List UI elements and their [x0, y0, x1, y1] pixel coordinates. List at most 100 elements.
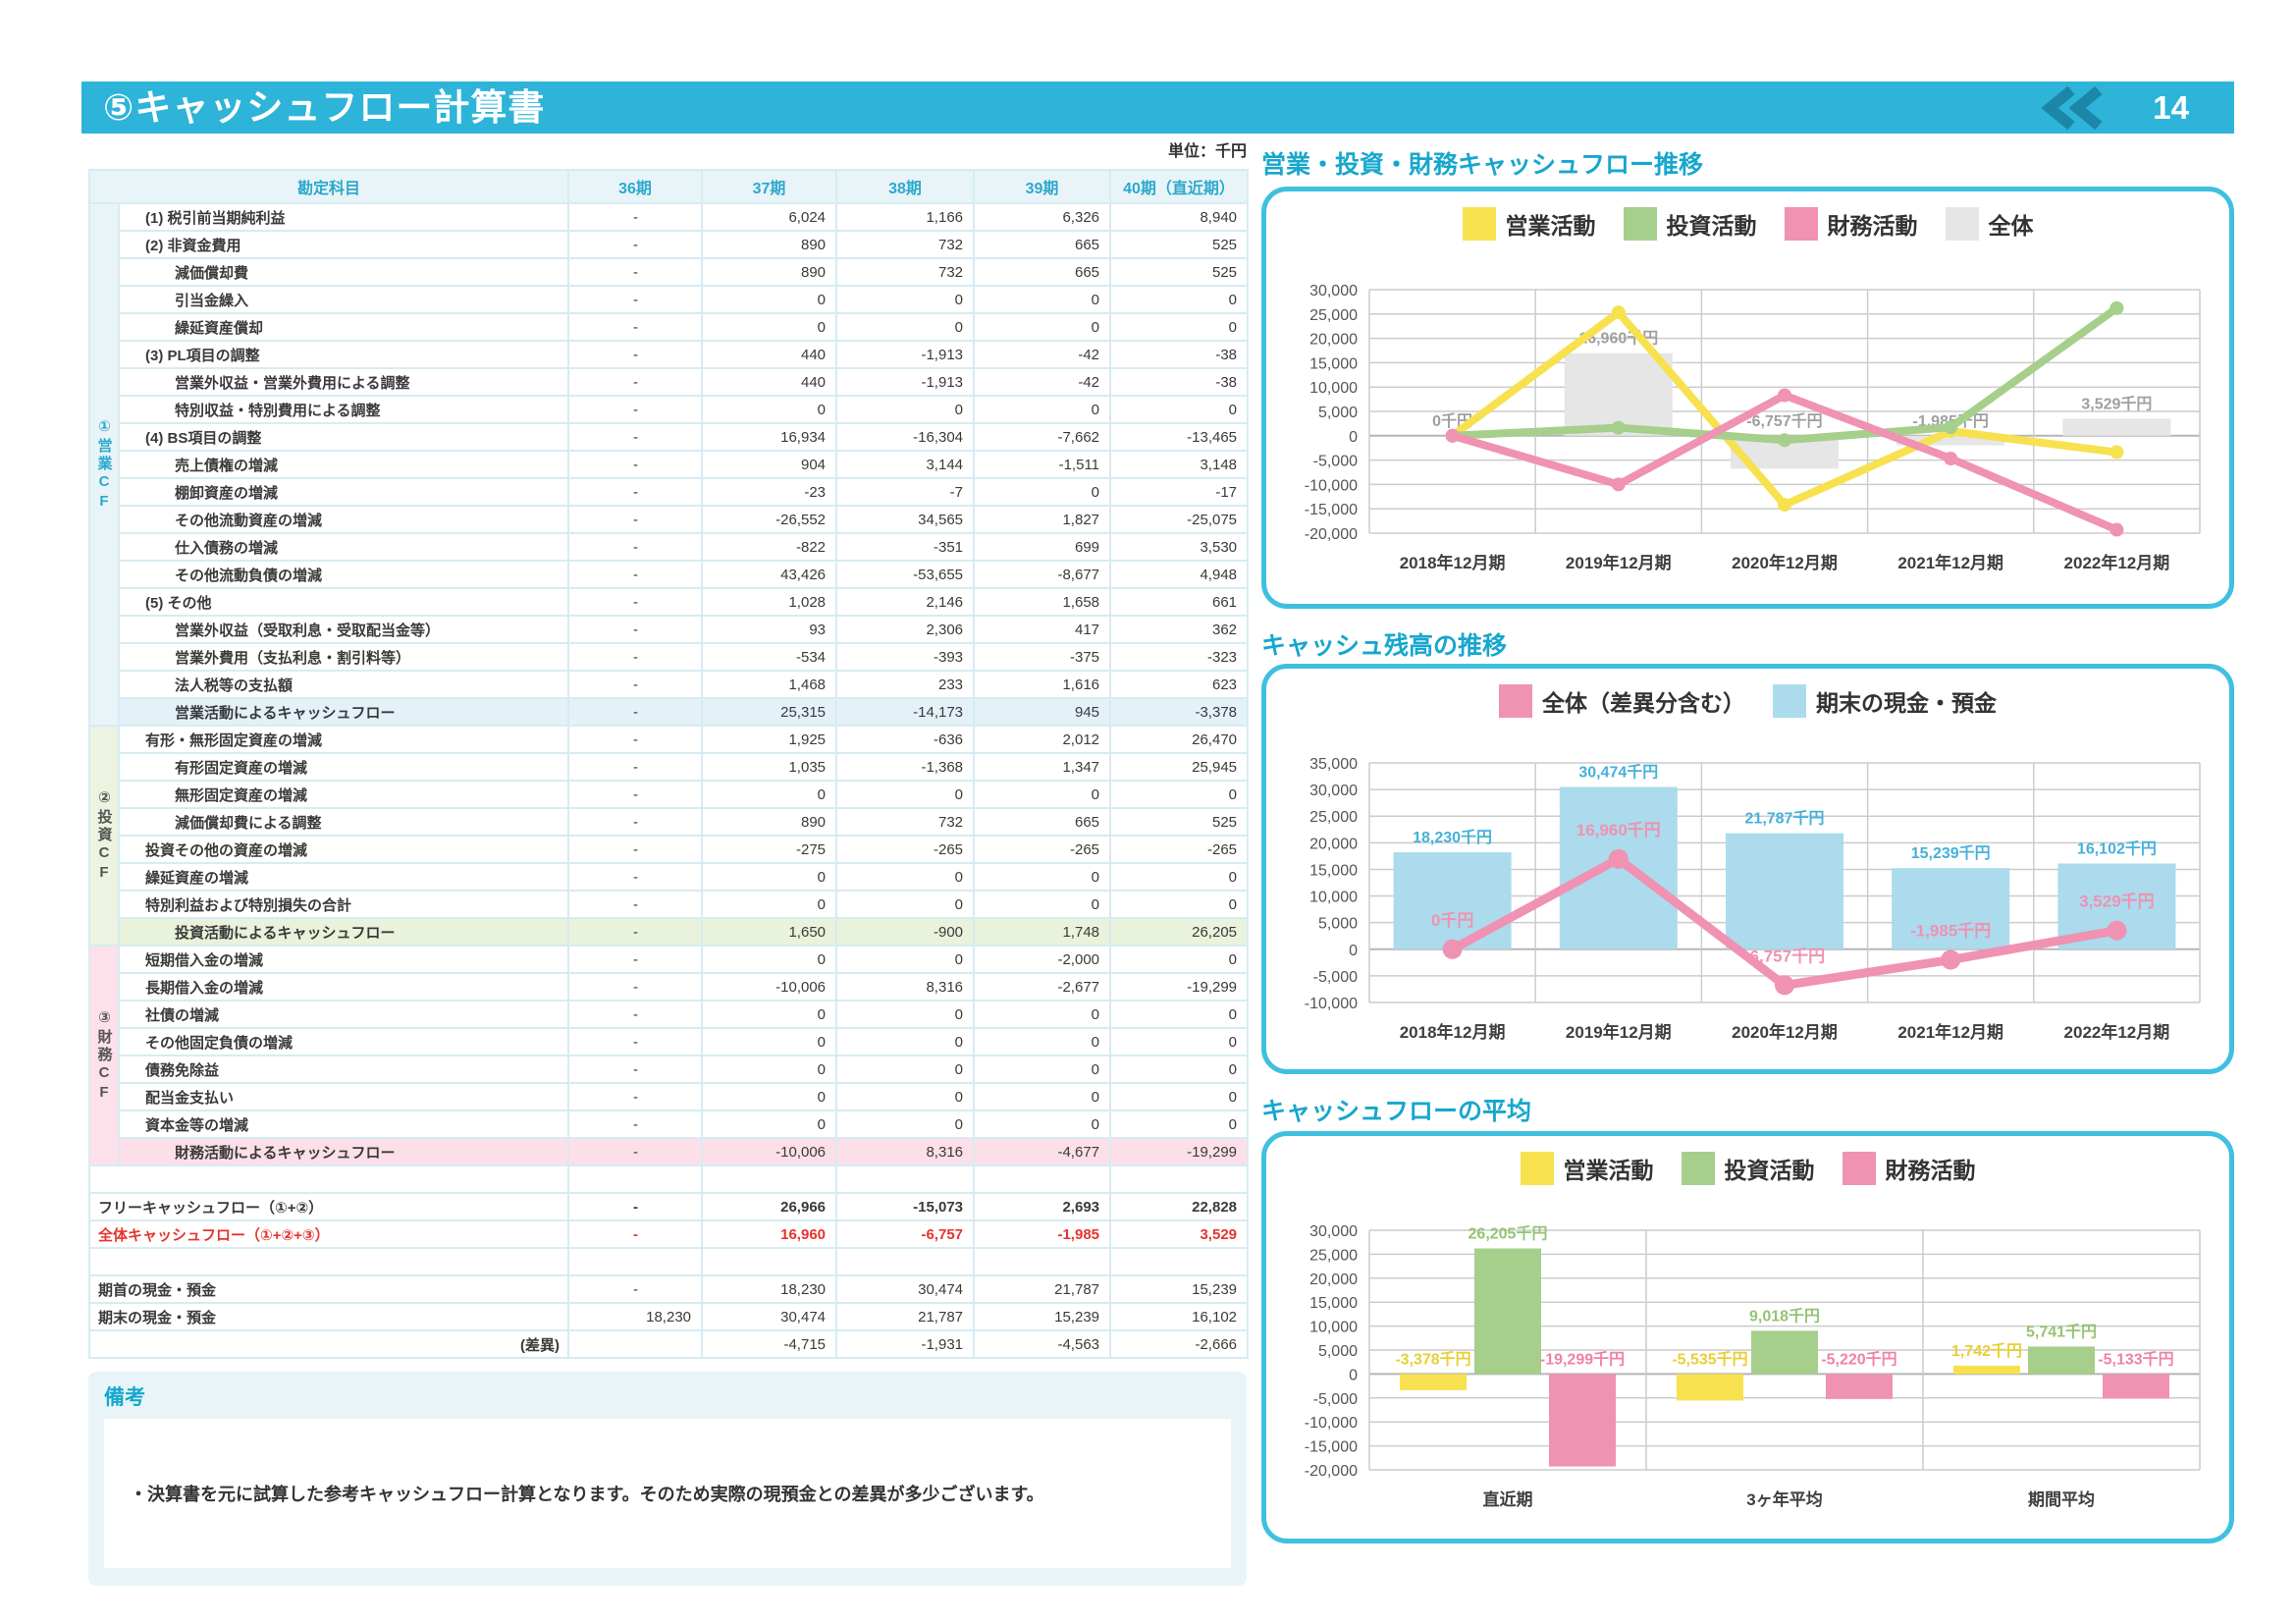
table-row: その他流動負債の増減 -43,426 -53,655 -8,677 4,948	[89, 560, 1250, 589]
account-label: フリーキャッシュフロー（①+②）	[87, 1192, 570, 1221]
value-cell	[973, 1247, 1112, 1276]
legend-label: 営業活動	[1505, 213, 1596, 239]
chart-legend: 営業活動 投資活動 財務活動 全体	[1266, 207, 2229, 241]
svg-text:-5,000: -5,000	[1313, 969, 1358, 986]
svg-text:-15,000: -15,000	[1305, 1439, 1358, 1456]
svg-text:15,000: 15,000	[1309, 355, 1358, 372]
value-cell: 0	[973, 1110, 1112, 1139]
value-cell: 233	[835, 670, 976, 699]
value-cell: 0	[1109, 945, 1250, 974]
value-cell: -2,677	[973, 972, 1112, 1001]
value-cell: 661	[1109, 587, 1250, 617]
svg-text:-20,000: -20,000	[1305, 526, 1358, 543]
value-cell: 2,012	[973, 725, 1112, 754]
value-cell: 362	[1109, 615, 1250, 644]
legend-swatch	[1945, 207, 1979, 241]
chart-cf-trend: 営業活動 投資活動 財務活動 全体 30,000 25,000 20,000 15,000 1…	[1261, 187, 2234, 609]
chart-legend: 全体（差異分含む） 期末の現金・預金	[1266, 684, 2229, 718]
page-number: 14	[2153, 89, 2189, 126]
value-cell: 890	[701, 257, 838, 287]
value-cell: 699	[973, 532, 1112, 562]
value-cell: -265	[1109, 835, 1250, 864]
svg-text:3,529千円: 3,529千円	[2079, 893, 2155, 911]
table-row: 期末の現金・預金 18,230 30,474 21,787 15,239 16,102	[87, 1302, 1250, 1331]
svg-text:2022年12月期: 2022年12月期	[2064, 553, 2170, 572]
value-cell: 0	[835, 1000, 976, 1029]
value-cell: -351	[835, 532, 976, 562]
value-cell: -	[567, 312, 704, 342]
table-row: 期首の現金・預金 -18,230 30,474 21,787 15,239	[87, 1274, 1250, 1304]
svg-text:5,000: 5,000	[1318, 916, 1358, 933]
table-row: その他固定負債の増減 -0 0 0 0	[89, 1027, 1250, 1056]
value-cell: -	[567, 230, 704, 259]
table-header-row: 勘定科目 36期 37期 38期 39期 40期（直近期）	[87, 169, 1250, 204]
value-cell: 525	[1109, 230, 1250, 259]
value-cell: -	[567, 670, 704, 699]
table-row: 社債の増減 -0 0 0 0	[89, 1000, 1250, 1029]
svg-text:25,000: 25,000	[1309, 307, 1358, 324]
value-cell: 440	[701, 340, 838, 369]
value-cell: -265	[973, 835, 1112, 864]
svg-text:-10,000: -10,000	[1305, 996, 1358, 1012]
value-cell: -8,677	[973, 560, 1112, 589]
value-cell: 417	[973, 615, 1112, 644]
legend-label: 期末の現金・預金	[1816, 690, 1997, 716]
value-cell: -	[567, 835, 704, 864]
value-cell: 16,960	[701, 1219, 838, 1249]
svg-text:3ヶ年平均: 3ヶ年平均	[1746, 1489, 1822, 1509]
value-cell	[1109, 1164, 1250, 1194]
value-cell: -42	[973, 367, 1112, 397]
value-cell: 665	[973, 807, 1112, 837]
value-cell: 18,230	[701, 1274, 838, 1304]
value-cell: -38	[1109, 340, 1250, 369]
value-cell: 890	[701, 807, 838, 837]
value-cell: -	[567, 395, 704, 424]
value-cell: 0	[835, 780, 976, 809]
value-cell: -1,985	[973, 1219, 1112, 1249]
account-label: (2) 非資金費用	[117, 230, 570, 259]
value-cell: 0	[835, 1027, 976, 1056]
value-cell: -	[567, 1027, 704, 1056]
value-cell: -	[567, 725, 704, 754]
svg-text:16,102千円: 16,102千円	[2077, 839, 2157, 857]
value-cell: -	[567, 505, 704, 534]
value-cell: 2,693	[973, 1192, 1112, 1221]
chart-legend: 営業活動 投資活動 財務活動	[1266, 1152, 2229, 1185]
value-cell: 732	[835, 257, 976, 287]
value-cell: 732	[835, 807, 976, 837]
svg-text:20,000: 20,000	[1309, 332, 1358, 349]
value-cell: 25,315	[701, 697, 838, 727]
svg-text:0: 0	[1349, 429, 1358, 446]
svg-text:直近期: 直近期	[1483, 1489, 1533, 1509]
table-row: 繰延資産の増減 -0 0 0 0	[89, 862, 1250, 892]
remarks-box: ・決算書を元に試算した参考キャッシュフロー計算となります。そのため実際の現預金と…	[104, 1419, 1231, 1568]
value-cell: 0	[1109, 1055, 1250, 1084]
value-cell: -16,304	[835, 422, 976, 452]
chart-title-cf-trend: 営業・投資・財務キャッシュフロー推移	[1261, 151, 1704, 179]
value-cell: -42	[973, 340, 1112, 369]
value-cell: 0	[701, 862, 838, 892]
account-label: その他流動資産の増減	[117, 505, 570, 534]
value-cell: 0	[973, 1000, 1112, 1029]
cashflow-table: 勘定科目 36期 37期 38期 39期 40期（直近期） ①営業CF (1) 税…	[87, 169, 1250, 1359]
value-cell: 0	[973, 1027, 1112, 1056]
value-cell: 0	[835, 862, 976, 892]
value-cell: -	[567, 697, 704, 727]
group-label-fin: ③財務CF	[88, 945, 120, 1166]
account-label: 営業外収益（受取利息・受取配当金等）	[117, 615, 570, 644]
chart-title-cf-average: キャッシュフローの平均	[1261, 1098, 1532, 1125]
value-cell: 8,316	[835, 1137, 976, 1166]
value-cell: 0	[1109, 890, 1250, 919]
account-label: 配当金支払い	[117, 1082, 570, 1111]
svg-text:2020年12月期: 2020年12月期	[1732, 1022, 1838, 1042]
account-label: (5) その他	[117, 587, 570, 617]
svg-text:15,239千円: 15,239千円	[1911, 844, 1991, 862]
value-cell: 1,347	[973, 752, 1112, 782]
value-cell: 93	[701, 615, 838, 644]
value-cell: -4,677	[973, 1137, 1112, 1166]
value-cell: 0	[1109, 312, 1250, 342]
value-cell: 16,102	[1109, 1302, 1250, 1331]
account-label	[87, 1164, 570, 1194]
value-cell: 0	[1109, 395, 1250, 424]
value-cell: 0	[701, 1000, 838, 1029]
